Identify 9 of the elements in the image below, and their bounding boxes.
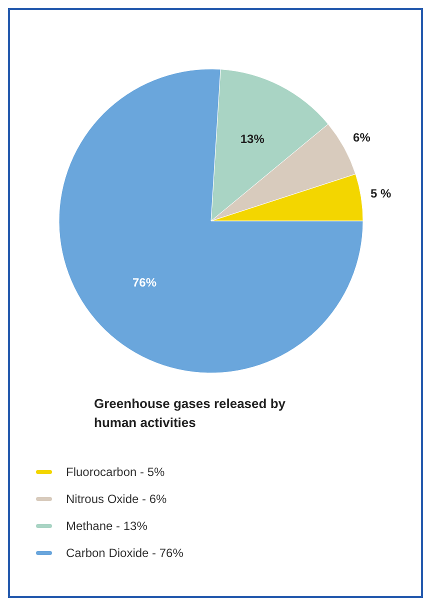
legend-label: Nitrous Oxide - 6% xyxy=(66,492,168,506)
data-label: 6% xyxy=(353,130,371,144)
data-label: 76% xyxy=(132,276,157,290)
legend-label: Carbon Dioxide - 76% xyxy=(66,546,184,560)
data-label: 5 % xyxy=(370,186,392,200)
legend-title: Greenhouse gases released by human activities xyxy=(94,396,286,430)
legend-label: Methane - 13% xyxy=(66,519,148,533)
data-label: 13% xyxy=(240,132,265,146)
legend-label: Fluorocarbon - 5% xyxy=(66,465,166,479)
